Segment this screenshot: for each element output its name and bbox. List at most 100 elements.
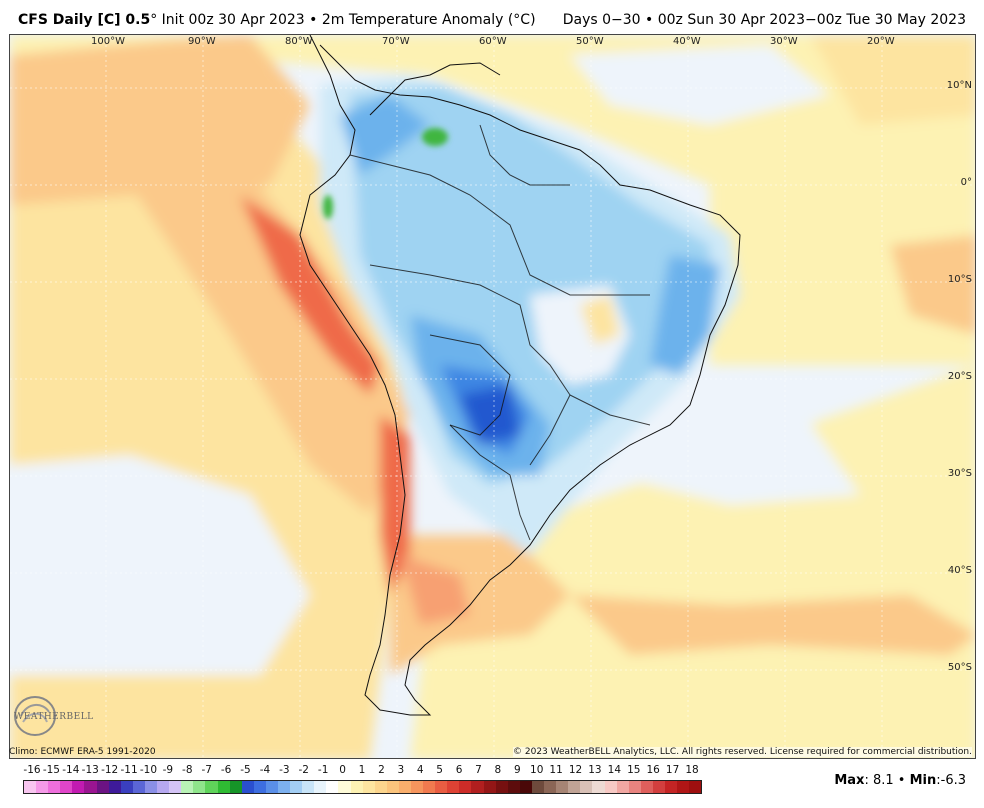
colorbar-tick-label: 7 [475, 764, 482, 776]
anomaly-field [10, 35, 975, 758]
colorbar-swatch [108, 781, 121, 793]
colorbar-swatch [507, 781, 520, 793]
colorbar-swatch [616, 781, 629, 793]
colorbar-swatch [290, 781, 303, 793]
valid-period: Days 0−30 • 00z Sun 30 Apr 2023−00z Tue … [562, 12, 966, 28]
coastlines [299, 35, 741, 716]
colorbar-swatch [483, 781, 496, 793]
colorbar-tick-label: 6 [455, 764, 463, 776]
colorbar-tick-label: 8 [494, 764, 502, 776]
colorbar-swatch [84, 781, 97, 793]
init-time: Init 00z 30 Apr 2023 [161, 12, 305, 28]
colorbar-swatch [459, 781, 472, 793]
colorbar-swatch [24, 781, 37, 793]
title-left: CFS Daily [C] 0.5° Init 00z 30 Apr 2023 … [18, 12, 536, 28]
colorbar-tick-label: -4 [259, 764, 271, 776]
latitude-label: 40°S [947, 565, 972, 576]
colorbar-swatch [350, 781, 363, 793]
colorbar-tick-label: 3 [397, 764, 405, 776]
colorbar-swatch [556, 781, 569, 793]
colorbar-swatch [435, 781, 448, 793]
bullet-2: • [897, 773, 906, 788]
colorbar-swatch [640, 781, 653, 793]
colorbar-swatch [205, 781, 218, 793]
colorbar-swatch [677, 781, 690, 793]
colorbar-swatch [193, 781, 206, 793]
colorbar-tick-label: 4 [416, 764, 424, 776]
colorbar-tick-label: -13 [81, 764, 99, 776]
colorbar-swatch [277, 781, 291, 793]
colorbar-ticks: -16 -15 -14 -13 -12 -11 -10 -9 -8 -7 -6 -5 -4 -3 -2 -1 0… [16, 764, 706, 778]
colorbar-swatch [96, 781, 109, 793]
model-name: CFS Daily [C] 0.5 [18, 12, 151, 28]
bullet-1: • [309, 12, 318, 28]
colorbar-tick-label: -2 [298, 764, 309, 776]
copyright-note: © 2023 WeatherBELL Analytics, LLC. All r… [513, 747, 972, 757]
colorbar-swatch [265, 781, 278, 793]
latitude-label: 50°S [947, 662, 972, 673]
colorbar-swatch [241, 781, 254, 793]
colorbar-swatch [386, 781, 399, 793]
colorbar-tick-label: -3 [279, 764, 290, 776]
colorbar-swatch [447, 781, 460, 793]
longitude-label: 100°W [91, 36, 125, 47]
max-label: Max [834, 773, 865, 788]
latitude-label: 10°S [947, 274, 972, 285]
latitude-label: 10°N [946, 80, 972, 91]
colorbar-swatch [592, 781, 605, 793]
colorbar-tick-label: -1 [317, 764, 329, 776]
longitude-label: 30°W [770, 36, 798, 47]
chart-header: CFS Daily [C] 0.5° Init 00z 30 Apr 2023 … [0, 0, 984, 34]
colorbar-tick-label: -12 [101, 764, 119, 776]
longitude-label: 70°W [382, 36, 410, 47]
colorbar-swatch [181, 781, 194, 793]
colorbar-tick-label: 1 [358, 764, 366, 776]
colorbar-swatch [60, 781, 73, 793]
weatherbell-logo-icon [14, 696, 56, 736]
longitude-label: 40°W [673, 36, 701, 47]
colorbar-tick-label: 17 [665, 764, 680, 776]
colorbar-swatch [36, 781, 49, 793]
colorbar-tick-label: -16 [23, 764, 41, 776]
colorbar-tick-label: -6 [220, 764, 232, 776]
max-min-readout: Max: 8.1 • Min:-6.3 [834, 773, 966, 788]
colorbar-swatch [411, 781, 424, 793]
min-value: :-6.3 [936, 773, 966, 788]
colorbar-tick-label: 12 [568, 764, 583, 776]
colorbar-swatch [495, 781, 508, 793]
colorbar-swatch [72, 781, 85, 793]
colorbar-swatch [544, 781, 557, 793]
colorbar-tick-label: 10 [530, 764, 544, 776]
colorbar-tick-label: 13 [588, 764, 602, 776]
colorbar-swatch [169, 781, 182, 793]
color-scale: -16 -15 -14 -13 -12 -11 -10 -9 -8 -7 -6 -5 -4 -3 -2 -1 0… [16, 764, 706, 794]
colorbar-swatch [374, 781, 387, 793]
colorbar-tick-label: 0 [339, 764, 346, 776]
colorbar-tick-label: -7 [201, 764, 212, 776]
anomaly-map [10, 35, 975, 758]
longitude-label: 60°W [479, 36, 507, 47]
longitude-label: 80°W [285, 36, 313, 47]
logo-text: WEATHERBELL [14, 712, 94, 722]
colorbar-tick-label: 14 [607, 764, 622, 776]
graticule [10, 35, 975, 758]
colorbar-swatch [604, 781, 617, 793]
latitude-label: 0° [960, 177, 972, 188]
climo-note: Climo: ECMWF ERA-5 1991-2020 [9, 747, 156, 757]
longitude-label: 20°W [867, 36, 895, 47]
colorbar-tick-label: -9 [162, 764, 174, 776]
colorbar-swatch [471, 781, 484, 793]
colorbar-swatch [326, 781, 339, 793]
colorbar-swatch [338, 781, 351, 793]
colorbar-tick-label: -11 [120, 764, 138, 776]
map-panel [9, 34, 976, 759]
colorbar-tick-label: 15 [627, 764, 641, 776]
colorbar-swatch [531, 781, 545, 793]
colorbar-swatch [398, 781, 411, 793]
colorbar-tick-label: 18 [685, 764, 699, 776]
colorbar-swatch [302, 781, 315, 793]
degree-mark: ° [150, 12, 158, 28]
colorbar-swatch [519, 781, 532, 793]
colorbar-swatch [568, 781, 581, 793]
colorbar-swatch [652, 781, 665, 793]
